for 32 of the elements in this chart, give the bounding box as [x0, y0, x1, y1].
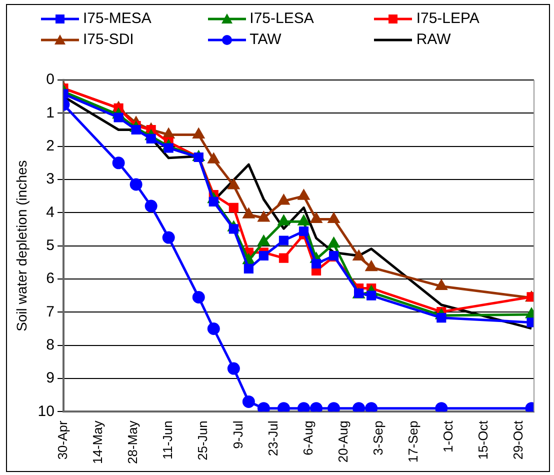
- y-tick-label: 10: [38, 402, 54, 420]
- y-tick-label: 8: [46, 336, 54, 354]
- y-tick-label: 4: [46, 204, 54, 221]
- y-tick-label: 7: [46, 303, 54, 320]
- x-tick-label: 20-Aug: [335, 420, 350, 463]
- legend-label: I75-SDI: [83, 31, 134, 48]
- x-tick-label: 3-Sep: [370, 420, 386, 456]
- x-tick-label: 25-Jun: [195, 420, 210, 460]
- y-tick-label: 0: [46, 71, 54, 88]
- y-axis-title: Soil water depletion (inches: [13, 160, 30, 332]
- x-tick-label: 11-Jun: [160, 420, 176, 460]
- y-tick-label: 9: [46, 370, 54, 387]
- x-tick-label: 28-May: [125, 420, 140, 464]
- x-tick-label: 30-Apr: [55, 420, 70, 460]
- legend-label: I75-LEPA: [416, 10, 480, 27]
- x-tick-label: 29-Oct: [510, 420, 526, 460]
- x-tick-label: 23-Jul: [265, 420, 280, 456]
- legend-label: I75-MESA: [83, 10, 152, 27]
- legend-label: TAW: [250, 31, 282, 48]
- legend-label: I75-LESA: [250, 10, 314, 27]
- y-tick-label: 1: [46, 104, 54, 122]
- x-tick-label: 9-Jul: [230, 420, 246, 449]
- x-tick-label: 6-Aug: [300, 420, 316, 456]
- x-tick-label: 14-May: [90, 420, 106, 464]
- y-tick-label: 5: [46, 236, 54, 254]
- legend-label: RAW: [416, 31, 451, 48]
- x-tick-label: 17-Sep: [405, 420, 420, 463]
- y-tick-label: 6: [46, 270, 54, 288]
- y-tick-label: 3: [46, 170, 54, 188]
- y-tick-label: 2: [46, 137, 54, 154]
- x-tick-label: 1-Oct: [440, 420, 456, 452]
- x-tick-label: 15-Oct: [476, 420, 491, 460]
